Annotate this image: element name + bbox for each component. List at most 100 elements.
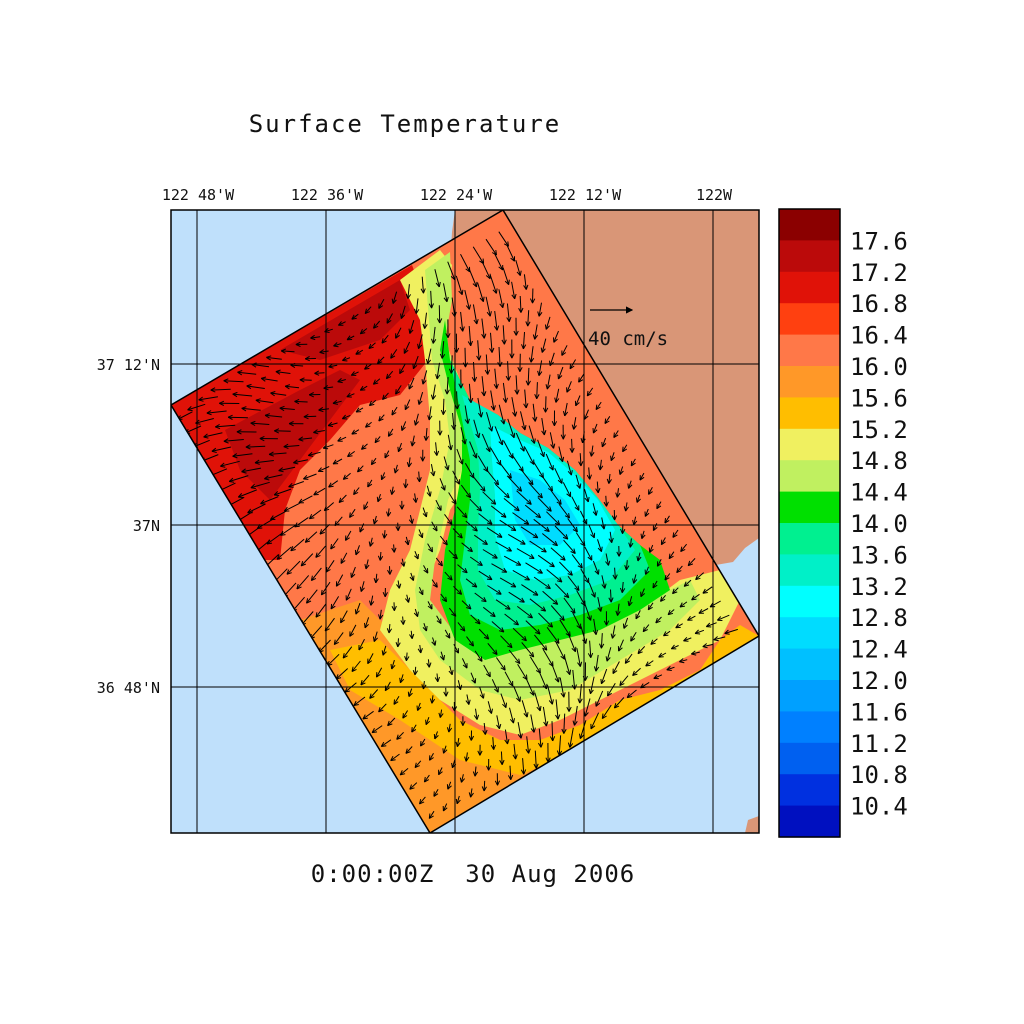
velocity-arrow-head bbox=[534, 416, 538, 422]
velocity-arrow-head bbox=[482, 258, 485, 264]
velocity-arrow bbox=[386, 313, 393, 324]
velocity-arrow bbox=[601, 437, 607, 448]
velocity-arrow-head bbox=[512, 526, 517, 531]
velocity-arrow bbox=[384, 450, 390, 459]
velocity-arrow bbox=[417, 702, 421, 711]
velocity-arrow bbox=[461, 542, 473, 552]
velocity-arrow-head bbox=[698, 608, 703, 614]
velocity-arrow bbox=[255, 399, 274, 404]
velocity-arrow bbox=[542, 706, 547, 727]
velocity-arrow-head bbox=[490, 502, 496, 505]
velocity-arrow bbox=[238, 489, 258, 498]
velocity-arrow bbox=[478, 570, 493, 581]
velocity-arrow bbox=[397, 442, 402, 452]
velocity-arrow-head bbox=[485, 275, 491, 280]
velocity-arrow-head bbox=[647, 604, 650, 610]
velocity-arrow bbox=[468, 383, 472, 403]
velocity-arrow-head bbox=[644, 512, 650, 517]
velocity-arrow-head bbox=[534, 394, 538, 399]
velocity-arrow-head bbox=[516, 389, 520, 395]
velocity-arrow bbox=[576, 648, 581, 667]
velocity-arrow-head bbox=[537, 311, 540, 317]
velocity-arrow-head bbox=[564, 515, 570, 519]
velocity-arrow-head bbox=[365, 311, 370, 315]
velocity-arrow bbox=[601, 704, 612, 719]
velocity-arrow bbox=[425, 428, 428, 441]
velocity-arrow bbox=[523, 274, 527, 290]
colorbar-swatch bbox=[779, 303, 840, 336]
velocity-arrow-head bbox=[537, 370, 540, 376]
velocity-arrow-head bbox=[576, 625, 582, 629]
velocity-arrow-head bbox=[404, 540, 409, 546]
velocity-arrow-head bbox=[488, 765, 492, 771]
velocity-arrow-head bbox=[295, 341, 301, 345]
velocity-arrow-head bbox=[395, 389, 397, 395]
velocity-arrow-head bbox=[563, 728, 567, 734]
velocity-arrow bbox=[521, 642, 535, 658]
velocity-arrow bbox=[318, 466, 330, 472]
velocity-arrow-head bbox=[269, 515, 274, 520]
velocity-arrow-head bbox=[556, 501, 562, 505]
velocity-arrow bbox=[335, 668, 349, 680]
velocity-arrow bbox=[432, 326, 436, 344]
velocity-arrow-head bbox=[510, 529, 516, 532]
velocity-arrow-head bbox=[398, 583, 402, 589]
velocity-arrow-head bbox=[357, 466, 360, 473]
velocity-arrow bbox=[621, 581, 624, 593]
velocity-arrow-head bbox=[637, 556, 642, 562]
velocity-arrow-head bbox=[568, 513, 570, 519]
velocity-arrow-head bbox=[466, 607, 472, 610]
velocity-arrow-head bbox=[629, 542, 634, 548]
velocity-arrow-head bbox=[332, 459, 337, 465]
velocity-arrow bbox=[432, 637, 436, 646]
velocity-arrow-head bbox=[556, 750, 560, 756]
velocity-arrow bbox=[370, 457, 377, 465]
velocity-arrow-head bbox=[540, 347, 543, 353]
velocity-arrow-head bbox=[259, 435, 265, 439]
velocity-arrow-head bbox=[303, 416, 309, 420]
velocity-arrow-head bbox=[280, 534, 286, 536]
velocity-arrow bbox=[588, 467, 591, 480]
velocity-arrow-head bbox=[469, 492, 472, 498]
velocity-arrow-head bbox=[645, 661, 649, 667]
velocity-arrow-head bbox=[622, 529, 626, 534]
velocity-arrow bbox=[296, 575, 310, 590]
velocity-arrow-head bbox=[268, 451, 274, 455]
velocity-arrow-head bbox=[417, 648, 422, 654]
velocity-arrow-head bbox=[355, 610, 360, 615]
velocity-arrow-head bbox=[610, 455, 612, 461]
velocity-arrow-head bbox=[395, 526, 399, 531]
velocity-arrow bbox=[667, 609, 675, 616]
velocity-arrow bbox=[475, 708, 478, 720]
velocity-arrow bbox=[641, 530, 645, 539]
velocity-arrow-head bbox=[344, 687, 348, 693]
velocity-arrow bbox=[257, 517, 275, 529]
velocity-arrow bbox=[534, 634, 548, 651]
velocity-arrow bbox=[490, 332, 493, 353]
velocity-arrow bbox=[444, 629, 451, 639]
velocity-arrow bbox=[449, 665, 453, 675]
velocity-arrow-head bbox=[459, 777, 462, 783]
velocity-arrow bbox=[473, 361, 476, 382]
velocity-arrow bbox=[210, 388, 231, 391]
velocity-arrow-head bbox=[614, 574, 618, 580]
velocity-arrow bbox=[506, 303, 510, 322]
velocity-arrow-head bbox=[545, 587, 551, 590]
velocity-arrow bbox=[653, 674, 663, 679]
velocity-arrow-head bbox=[447, 521, 453, 525]
velocity-arrow bbox=[589, 676, 595, 694]
velocity-arrow bbox=[474, 766, 477, 777]
velocity-arrow-head bbox=[198, 396, 203, 401]
velocity-arrow-head bbox=[264, 478, 270, 481]
velocity-arrow-head bbox=[439, 318, 443, 324]
velocity-arrow bbox=[479, 686, 484, 699]
velocity-arrow-head bbox=[259, 438, 265, 442]
velocity-arrow bbox=[431, 521, 438, 532]
velocity-arrow bbox=[687, 615, 696, 621]
velocity-arrow bbox=[610, 589, 612, 603]
velocity-arrow-head bbox=[388, 433, 393, 437]
velocity-arrow bbox=[408, 377, 415, 390]
velocity-arrow-head bbox=[702, 646, 708, 649]
velocity-arrow-head bbox=[346, 392, 351, 398]
velocity-arrow-head bbox=[447, 785, 452, 790]
